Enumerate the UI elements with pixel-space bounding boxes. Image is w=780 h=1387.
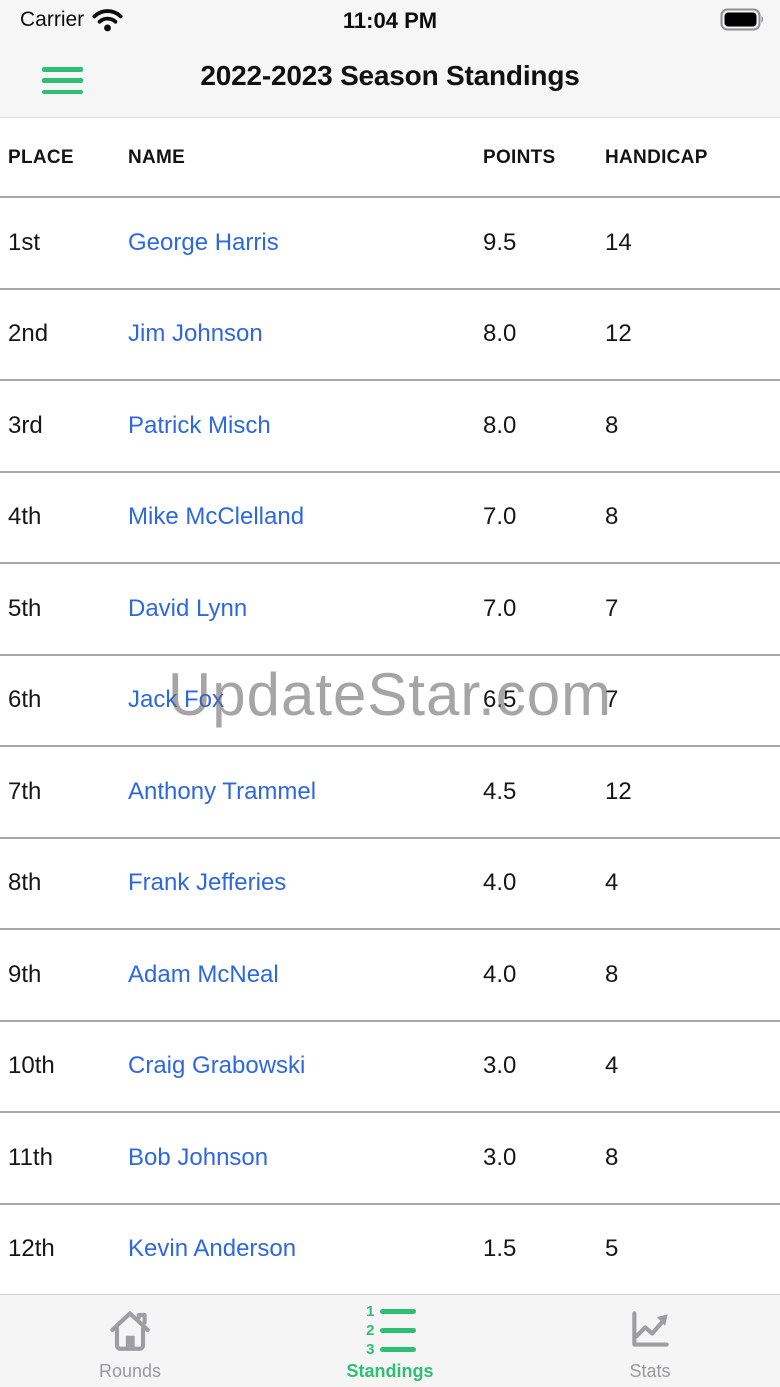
points-cell: 8.0	[483, 411, 517, 439]
points-cell: 4.0	[483, 960, 517, 988]
points-cell: 3.0	[483, 1052, 517, 1080]
handicap-cell: 12	[605, 320, 632, 348]
top-chrome: Carrier 11:04 PM 2022-202	[0, 0, 780, 118]
handicap-cell: 8	[605, 503, 619, 531]
home-icon	[105, 1305, 155, 1355]
table-row: 3rd Patrick Misch 8.0 8	[0, 379, 780, 471]
player-name-link[interactable]: Bob Johnson	[128, 1143, 269, 1171]
handicap-cell: 4	[605, 1052, 619, 1080]
player-name-link[interactable]: Patrick Misch	[128, 411, 271, 439]
handicap-cell: 5	[605, 1235, 619, 1263]
handicap-cell: 4	[605, 869, 619, 897]
player-name-link[interactable]: Jack Fox	[128, 686, 225, 714]
handicap-cell: 8	[605, 411, 619, 439]
place-cell: 5th	[8, 594, 42, 622]
handicap-cell: 7	[605, 686, 619, 714]
column-header-place: PLACE	[8, 146, 74, 168]
status-bar: Carrier 11:04 PM	[0, 0, 780, 42]
table-row: 9th Adam McNeal 4.0 8	[0, 928, 780, 1020]
place-cell: 6th	[8, 686, 42, 714]
line-chart-icon	[625, 1305, 675, 1355]
place-cell: 3rd	[8, 411, 43, 439]
tab-stats[interactable]: Stats	[560, 1295, 740, 1382]
list-number: 2	[366, 1321, 375, 1339]
table-row: 11th Bob Johnson 3.0 8	[0, 1111, 780, 1203]
player-name-link[interactable]: Frank Jefferies	[128, 869, 287, 897]
place-cell: 8th	[8, 869, 42, 897]
table-row: 7th Anthony Trammel 4.5 12	[0, 745, 780, 837]
place-cell: 12th	[8, 1235, 55, 1263]
player-name-link[interactable]: Craig Grabowski	[128, 1052, 306, 1080]
column-header-points: POINTS	[483, 146, 556, 168]
player-name-link[interactable]: Kevin Anderson	[128, 1235, 297, 1263]
table-row: 4th Mike McClelland 7.0 8	[0, 470, 780, 562]
place-cell: 2nd	[8, 320, 49, 348]
list-number: 3	[366, 1340, 375, 1358]
standings-table: 1st George Harris 9.5 14 2nd Jim Johnson…	[0, 196, 780, 1294]
points-cell: 3.0	[483, 1143, 517, 1171]
player-name-link[interactable]: Mike McClelland	[128, 503, 305, 531]
nav-bar: 2022-2023 Season Standings	[0, 42, 780, 118]
player-name-link[interactable]: Jim Johnson	[128, 320, 263, 348]
player-name-link[interactable]: David Lynn	[128, 594, 248, 622]
list-number: 1	[366, 1302, 375, 1320]
table-row: 2nd Jim Johnson 8.0 12	[0, 287, 780, 379]
place-cell: 7th	[8, 777, 42, 805]
clock: 11:04 PM	[342, 8, 438, 33]
table-row: 12th Kevin Anderson 1.5 5	[0, 1202, 780, 1294]
page-title: 2022-2023 Season Standings	[200, 60, 580, 91]
table-header: PLACE NAME POINTS HANDICAP	[0, 119, 780, 196]
points-cell: 4.5	[483, 777, 517, 805]
table-row: 8th Frank Jefferies 4.0 4	[0, 836, 780, 928]
points-cell: 7.0	[483, 503, 517, 531]
place-cell: 11th	[8, 1143, 53, 1171]
points-cell: 9.5	[483, 228, 517, 256]
table-row: 5th David Lynn 7.0 7	[0, 562, 780, 654]
player-name-link[interactable]: Anthony Trammel	[128, 777, 317, 805]
numbered-list-icon: 1 2 3	[365, 1302, 416, 1358]
table-row: 1st George Harris 9.5 14	[0, 196, 780, 288]
handicap-cell: 14	[605, 228, 632, 256]
handicap-cell: 8	[605, 1143, 619, 1171]
table-row: 6th Jack Fox 6.5 7	[0, 653, 780, 745]
hamburger-menu-icon[interactable]	[42, 67, 83, 94]
points-cell: 7.0	[483, 594, 517, 622]
tab-bar: Rounds 1 2 3	[0, 1294, 780, 1387]
tab-standings[interactable]: 1 2 3 Standings	[300, 1295, 480, 1382]
points-cell: 8.0	[483, 320, 517, 348]
table-row: 10th Craig Grabowski 3.0 4	[0, 1019, 780, 1111]
tab-stats-label: Stats	[629, 1361, 671, 1381]
column-header-handicap: HANDICAP	[605, 146, 708, 168]
points-cell: 6.5	[483, 686, 517, 714]
carrier-label: Carrier	[20, 8, 85, 31]
place-cell: 9th	[8, 960, 42, 988]
player-name-link[interactable]: Adam McNeal	[128, 960, 279, 988]
column-header-name: NAME	[128, 146, 186, 168]
handicap-cell: 7	[605, 594, 619, 622]
player-name-link[interactable]: George Harris	[128, 228, 279, 256]
wifi-icon	[92, 8, 123, 32]
place-cell: 1st	[8, 228, 41, 256]
tab-rounds[interactable]: Rounds	[40, 1295, 220, 1382]
tab-rounds-label: Rounds	[98, 1361, 162, 1381]
points-cell: 1.5	[483, 1235, 517, 1263]
points-cell: 4.0	[483, 869, 517, 897]
place-cell: 10th	[8, 1052, 55, 1080]
handicap-cell: 12	[605, 777, 632, 805]
tab-standings-label: Standings	[346, 1361, 434, 1381]
battery-icon	[720, 8, 766, 31]
handicap-cell: 8	[605, 960, 619, 988]
place-cell: 4th	[8, 503, 42, 531]
